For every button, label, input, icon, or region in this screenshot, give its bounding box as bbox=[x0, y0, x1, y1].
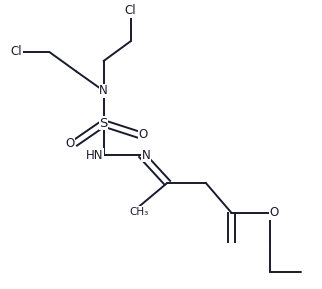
Text: N: N bbox=[99, 84, 108, 97]
Text: CH₃: CH₃ bbox=[129, 207, 148, 217]
Text: Cl: Cl bbox=[11, 45, 22, 58]
Text: S: S bbox=[99, 117, 108, 130]
Text: Cl: Cl bbox=[125, 4, 137, 17]
Text: N: N bbox=[142, 149, 151, 162]
Text: O: O bbox=[139, 128, 148, 141]
Text: O: O bbox=[66, 137, 75, 150]
Text: HN: HN bbox=[86, 149, 104, 162]
Text: O: O bbox=[270, 206, 279, 219]
